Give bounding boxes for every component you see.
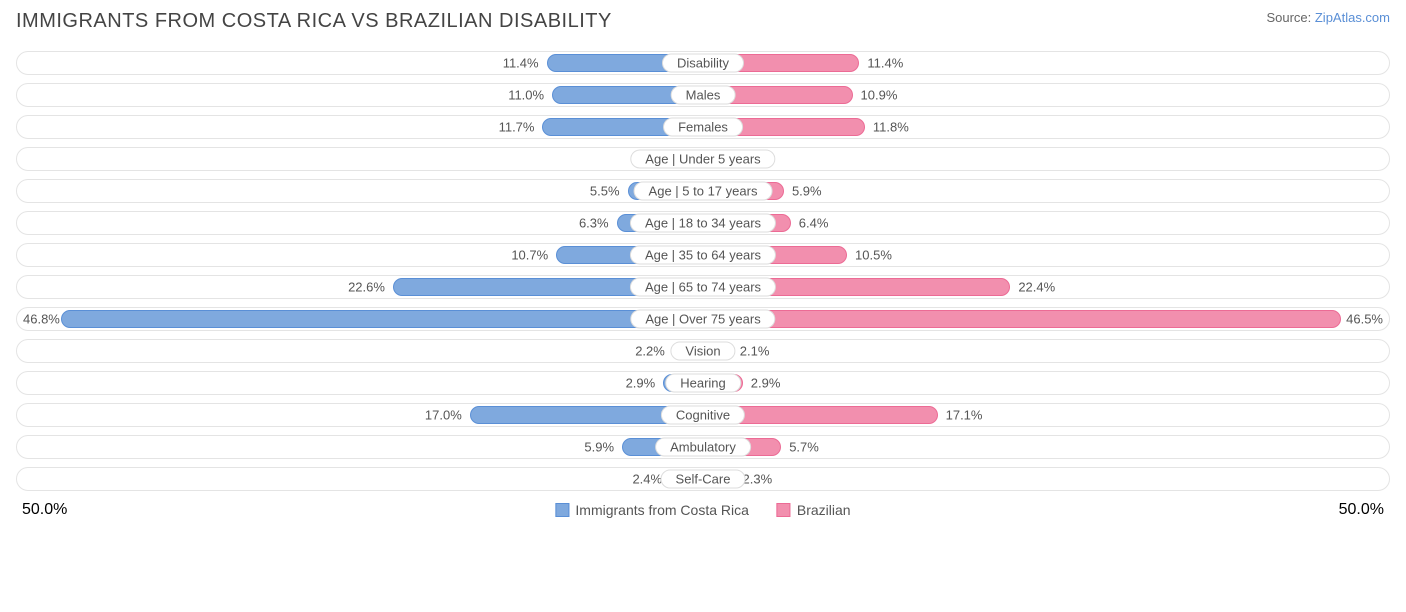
chart-row: 11.4% 11.4% Disability bbox=[16, 51, 1390, 75]
category-label: Age | Over 75 years bbox=[630, 310, 775, 329]
value-left: 10.7% bbox=[511, 248, 548, 263]
bar-left bbox=[61, 310, 703, 328]
category-label: Hearing bbox=[665, 374, 741, 393]
category-label: Age | 65 to 74 years bbox=[630, 278, 776, 297]
category-label: Males bbox=[671, 86, 736, 105]
legend-item-left: Immigrants from Costa Rica bbox=[555, 502, 748, 518]
source-link[interactable]: ZipAtlas.com bbox=[1315, 10, 1390, 25]
legend-swatch-right bbox=[777, 503, 791, 517]
category-label: Self-Care bbox=[661, 470, 746, 489]
value-right: 5.7% bbox=[789, 440, 819, 455]
chart-row: 46.8% 46.5% Age | Over 75 years bbox=[16, 307, 1390, 331]
category-label: Ambulatory bbox=[655, 438, 751, 457]
category-label: Age | 18 to 34 years bbox=[630, 214, 776, 233]
legend-swatch-left bbox=[555, 503, 569, 517]
chart-title: IMMIGRANTS FROM COSTA RICA VS BRAZILIAN … bbox=[16, 10, 612, 33]
value-left: 5.9% bbox=[584, 440, 614, 455]
chart-row: 1.3%1.5%Age | Under 5 years bbox=[16, 147, 1390, 171]
diverging-bar-chart: 11.4% 11.4% Disability 11.0% 10.9% Males 11.7%… bbox=[16, 51, 1390, 491]
value-right: 2.1% bbox=[740, 344, 770, 359]
bar-right bbox=[703, 310, 1341, 328]
source-attribution: Source: ZipAtlas.com bbox=[1266, 10, 1390, 25]
chart-row: 2.4% 2.3%Self-Care bbox=[16, 467, 1390, 491]
value-right: 11.4% bbox=[867, 56, 903, 71]
value-left: 6.3% bbox=[579, 216, 609, 231]
category-label: Age | Under 5 years bbox=[630, 150, 775, 169]
value-left: 2.2% bbox=[635, 344, 665, 359]
chart-row: 5.9% 5.7% Ambulatory bbox=[16, 435, 1390, 459]
chart-row: 2.2% 2.1% Vision bbox=[16, 339, 1390, 363]
source-prefix: Source: bbox=[1266, 10, 1314, 25]
value-left: 11.0% bbox=[508, 88, 544, 103]
chart-row: 5.5% 5.9% Age | 5 to 17 years bbox=[16, 179, 1390, 203]
value-right: 5.9% bbox=[792, 184, 822, 199]
legend-label-left: Immigrants from Costa Rica bbox=[575, 502, 748, 518]
value-right: 6.4% bbox=[799, 216, 829, 231]
value-right: 10.9% bbox=[861, 88, 898, 103]
category-label: Disability bbox=[662, 54, 744, 73]
chart-row: 11.7% 11.8% Females bbox=[16, 115, 1390, 139]
category-label: Females bbox=[663, 118, 743, 137]
legend-label-right: Brazilian bbox=[797, 502, 851, 518]
value-left: 22.6% bbox=[348, 280, 385, 295]
chart-row: 6.3% 6.4% Age | 18 to 34 years bbox=[16, 211, 1390, 235]
value-left: 11.7% bbox=[499, 120, 535, 135]
value-left: 17.0% bbox=[425, 408, 462, 423]
value-right: 11.8% bbox=[873, 120, 909, 135]
chart-row: 2.9% 2.9% Hearing bbox=[16, 371, 1390, 395]
chart-row: 10.7% 10.5% Age | 35 to 64 years bbox=[16, 243, 1390, 267]
value-right: 22.4% bbox=[1018, 280, 1055, 295]
legend-item-right: Brazilian bbox=[777, 502, 851, 518]
value-right: 2.9% bbox=[751, 376, 781, 391]
legend: Immigrants from Costa Rica Brazilian bbox=[555, 502, 850, 518]
value-left: 2.9% bbox=[626, 376, 656, 391]
value-left: 2.4% bbox=[632, 472, 662, 487]
value-right: 46.5% bbox=[1346, 312, 1383, 327]
value-left: 5.5% bbox=[590, 184, 620, 199]
category-label: Cognitive bbox=[661, 406, 745, 425]
value-right: 2.3% bbox=[743, 472, 773, 487]
category-label: Age | 35 to 64 years bbox=[630, 246, 776, 265]
value-right: 17.1% bbox=[946, 408, 983, 423]
chart-row: 22.6% 22.4% Age | 65 to 74 years bbox=[16, 275, 1390, 299]
chart-row: 11.0% 10.9% Males bbox=[16, 83, 1390, 107]
category-label: Age | 5 to 17 years bbox=[634, 182, 773, 201]
chart-row: 17.0% 17.1% Cognitive bbox=[16, 403, 1390, 427]
category-label: Vision bbox=[670, 342, 735, 361]
value-right: 10.5% bbox=[855, 248, 892, 263]
value-left: 46.8% bbox=[23, 312, 60, 327]
value-left: 11.4% bbox=[503, 56, 539, 71]
